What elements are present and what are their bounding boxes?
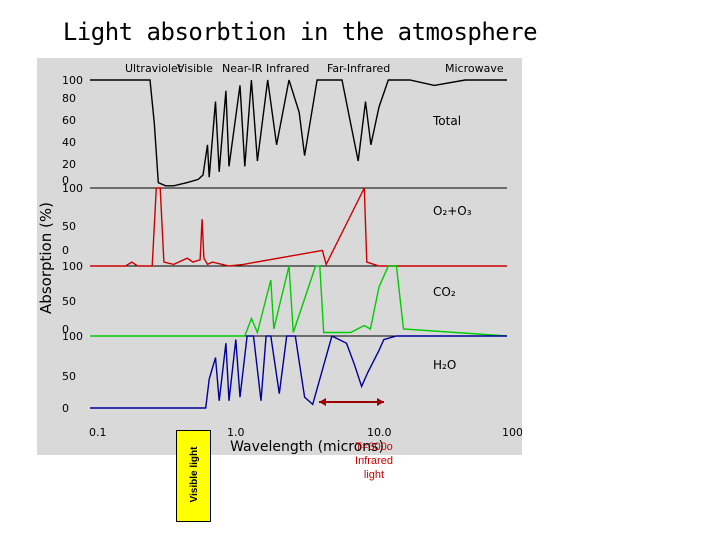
region-label: Near-IR [222,62,263,75]
y-tick-label: 40 [62,136,76,149]
series-line [90,334,507,409]
series-label: O₂+O₃ [433,204,472,218]
page-title: Light absorbtion in the atmosphere [62,18,538,46]
region-label: Ultraviolet [125,62,183,75]
visible-light-callout: Visible light [176,430,211,522]
y-tick-label: 100 [62,330,83,343]
y-tick-label: 100 [62,74,83,87]
plot-background: 100 80 60 40 20 0 100 50 0 100 50 0 100 50 0 0.1 1.0 10.0… [37,58,522,455]
series-label: Total [432,114,461,128]
y-tick-label: 20 [62,158,76,171]
region-label: Infrared [266,62,309,75]
infrared-callout: T=300o Infrared light [338,440,410,482]
y-tick-label: 0 [62,244,69,257]
arrow-head-right [377,398,384,406]
x-tick-label: 0.1 [89,426,107,439]
y-tick-label: 0 [62,174,69,187]
y-tick-label: 50 [62,370,76,383]
series-line [90,265,508,337]
y-tick-label: 0 [62,323,69,336]
y-axis-label: Absorption (%) [37,202,55,314]
y-tick-label: 50 [62,295,76,308]
infrared-light: light [363,469,385,481]
series-line [90,187,507,267]
infrared-temp: T=300o [355,441,393,453]
y-tick-label: 100 [62,182,83,195]
arrow-head-left [319,398,326,406]
series-line [90,79,507,187]
x-tick-label: 100.0 [502,426,522,439]
x-tick-label: 10.0 [367,426,392,439]
region-label: Microwave [445,62,504,75]
y-tick-label: 80 [62,92,76,105]
series-label: H₂O [433,358,456,372]
region-label: Far-Infrared [327,62,390,75]
series-label: CO₂ [433,285,456,299]
region-label: Visible [177,62,213,75]
x-tick-label: 1.0 [227,426,245,439]
y-tick-label: 0 [62,402,69,415]
infrared-word: Infrared [355,455,393,467]
x-axis-label: Wavelength (microns) [230,439,384,455]
y-tick-label: 60 [62,114,76,127]
y-tick-label: 50 [62,220,76,233]
y-tick-label: 100 [62,260,83,273]
visible-light-text: Visible light [189,446,200,503]
